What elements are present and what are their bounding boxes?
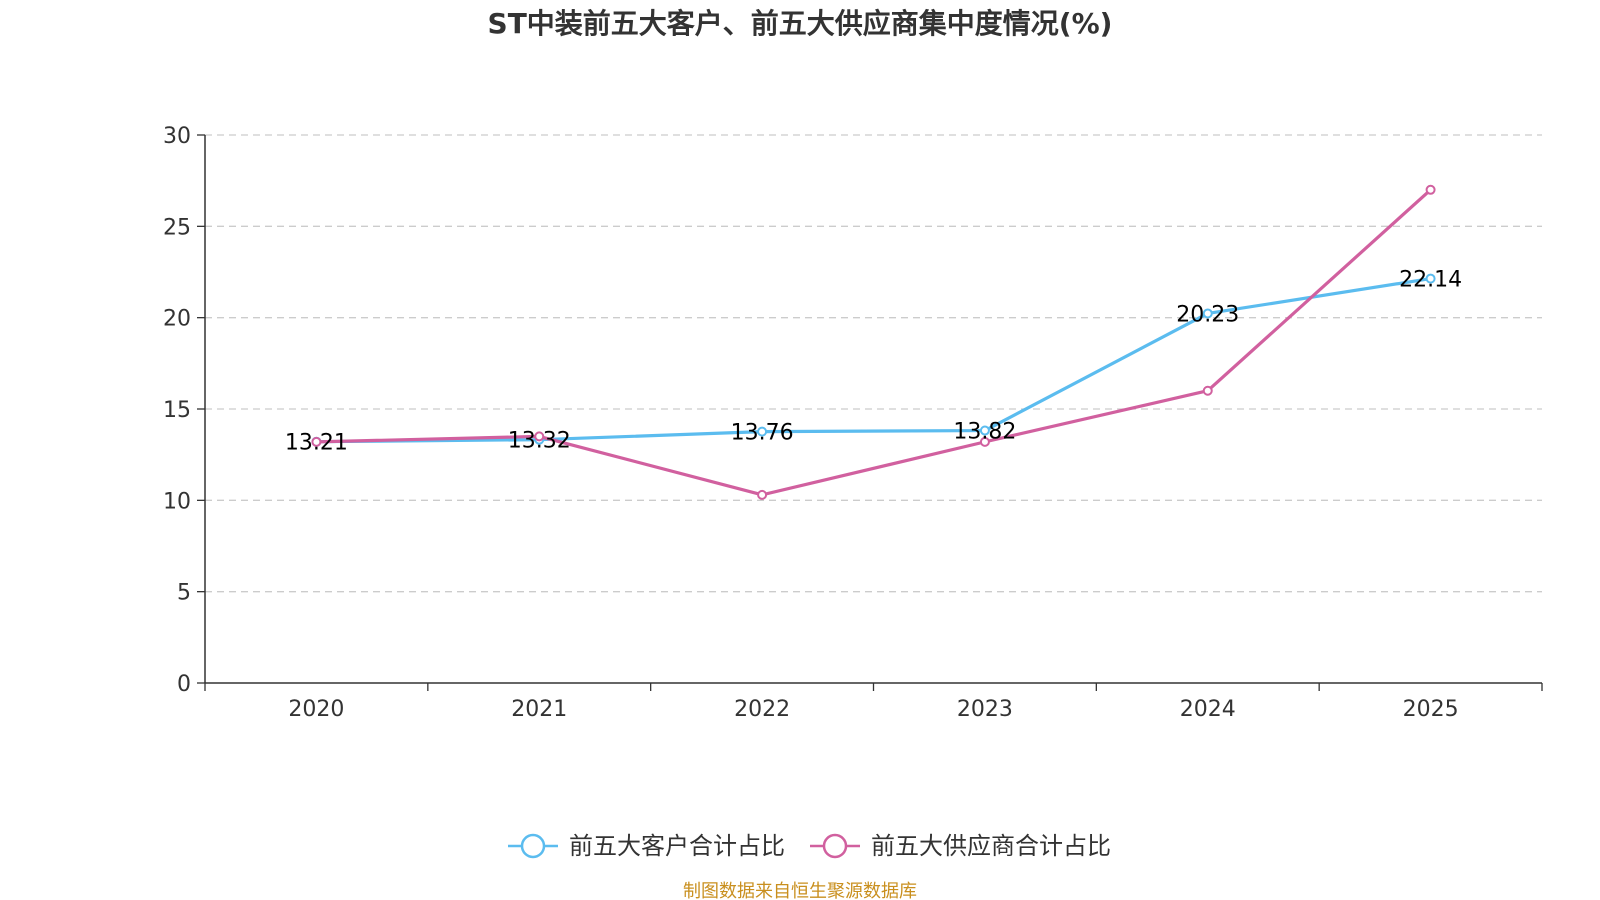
series-2-point [1425,184,1436,195]
y-tick-label: 15 [163,398,191,423]
series-2-point [757,489,768,500]
x-tick-label: 2023 [957,697,1013,722]
series-line-2 [314,188,1433,497]
y-tick-label: 10 [163,489,191,514]
x-tick-label: 2020 [288,697,344,722]
series-2-point [979,436,990,447]
data-label: 22.14 [1399,268,1462,293]
data-labels: 13.21 13.32 13.76 13.82 20.23 22.14 [285,268,1462,456]
series-1-point [757,426,768,437]
x-tick-label: 2022 [734,697,790,722]
data-label: 20.23 [1176,302,1239,327]
series-2-point [534,431,545,442]
series-1-point [979,425,990,436]
y-tick-label: 25 [163,215,191,240]
legend-label: 前五大客户合计占比 [569,832,785,860]
x-tick-label: 2021 [511,697,567,722]
y-tick-label: 0 [177,672,191,697]
chart-title: ST中装前五大客户、前五大供应商集中度情况(%) [488,7,1113,40]
x-tick-label: 2025 [1403,697,1459,722]
source-note: 制图数据来自恒生聚源数据库 [683,881,917,900]
series-1-point [1425,273,1436,284]
y-tick-label: 5 [177,581,191,606]
y-tick-label: 30 [163,124,191,149]
series-line-1 [314,276,1433,444]
legend-marker-icon [822,833,848,859]
data-label: 13.82 [953,420,1016,445]
y-tick-label: 20 [163,307,191,332]
data-label: 13.76 [731,421,794,446]
x-tick-label: 2024 [1180,697,1236,722]
legend: 前五大客户合计占比 前五大供应商合计占比 [508,832,1111,860]
data-label: 13.21 [285,431,348,456]
legend-label: 前五大供应商合计占比 [871,832,1111,860]
series-2-point [1202,385,1213,396]
series-lines [311,184,1436,500]
series-2-point [311,436,322,447]
data-label: 13.32 [508,429,571,454]
series-1-point [1202,308,1213,319]
legend-marker-icon [520,833,546,859]
grid-lines [205,134,1542,593]
